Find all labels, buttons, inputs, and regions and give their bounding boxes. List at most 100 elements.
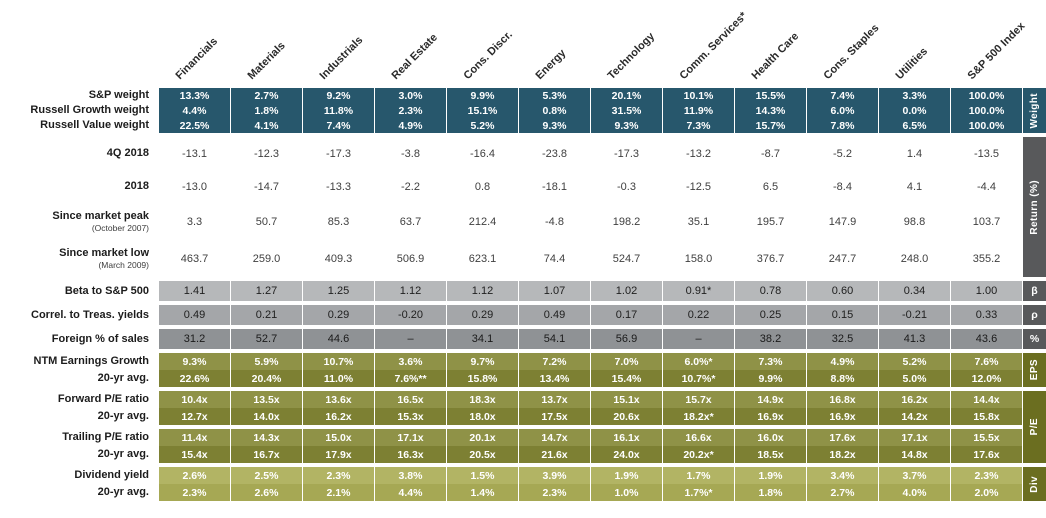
cell-technology: 15.4%	[590, 370, 662, 387]
cell-industrials: 11.8%	[302, 103, 374, 118]
cell-utilities: 3.3%	[878, 88, 950, 103]
cell-cons-discr: 20.5x	[446, 446, 518, 463]
row-label-text: Correl. to Treas. yields	[31, 308, 149, 321]
row-label: Forward P/E ratio	[0, 391, 158, 408]
cell-cons-discr: 212.4	[446, 203, 518, 240]
cell-cons-staples: 17.6x	[806, 429, 878, 446]
cell-cons-staples: 247.7	[806, 240, 878, 277]
cell-financials: 9.3%	[158, 353, 230, 370]
cell-cons-discr: 1.12	[446, 281, 518, 301]
cell-cons-staples: 7.4%	[806, 88, 878, 103]
column-header-comm-services: Comm. Services*	[677, 9, 750, 83]
cell-health-care: 1.9%	[734, 467, 806, 484]
cell-energy: 21.6x	[518, 446, 590, 463]
cell-cons-discr: 15.1%	[446, 103, 518, 118]
cell-technology: 198.2	[590, 203, 662, 240]
row-label: NTM Earnings Growth	[0, 353, 158, 370]
table-row-trailing-p-e-ratio: Trailing P/E ratio 11.4x 14.3x 15.0x 17.1x 20…	[0, 429, 1022, 446]
cell-energy: 2.3%	[518, 484, 590, 501]
cell-technology: 15.1x	[590, 391, 662, 408]
cell-industrials: 44.6	[302, 329, 374, 349]
cell-industrials: 9.2%	[302, 88, 374, 103]
cell-comm-services: -12.5	[662, 170, 734, 203]
cell-health-care: 9.9%	[734, 370, 806, 387]
row-label-text: Since market low	[59, 247, 149, 260]
cell-technology: 24.0x	[590, 446, 662, 463]
table-row-2018: 2018 -13.0 -14.7 -13.3 -2.2 0.8 -18.1 -0.3 -12.5…	[0, 170, 1022, 203]
column-header-s-p-500-index: S&P 500 Index	[965, 20, 1028, 82]
cell-cons-discr: 15.8%	[446, 370, 518, 387]
column-header-materials: Materials	[245, 39, 288, 82]
section-rows-dividend: Dividend yield 2.6% 2.5% 2.3% 3.8% 1.5% 3.9% 1.…	[0, 467, 1022, 501]
row-label: 20-yr avg.	[0, 408, 158, 425]
cell-health-care: 376.7	[734, 240, 806, 277]
cell-materials: 2.6%	[230, 484, 302, 501]
cell-energy: 17.5x	[518, 408, 590, 425]
row-label-text: S&P weight	[88, 89, 149, 102]
cell-utilities: 41.3	[878, 329, 950, 349]
table-row-since-market-low: Since market low (March 2009) 463.7 259.0 40…	[0, 240, 1022, 277]
section-side-label-foreign-sales: %	[1022, 329, 1046, 349]
cell-cons-staples: 8.8%	[806, 370, 878, 387]
cell-real-estate: 2.3%	[374, 103, 446, 118]
cell-financials: 31.2	[158, 329, 230, 349]
cell-real-estate: 4.4%	[374, 484, 446, 501]
cell-s-p-500-index: 2.0%	[950, 484, 1022, 501]
cell-real-estate: 17.1x	[374, 429, 446, 446]
cell-financials: 11.4x	[158, 429, 230, 446]
cell-s-p-500-index: 12.0%	[950, 370, 1022, 387]
cell-s-p-500-index: -4.4	[950, 170, 1022, 203]
table-row-dividend-yield: Dividend yield 2.6% 2.5% 2.3% 3.8% 1.5% 3.9% 1.…	[0, 467, 1022, 484]
cell-comm-services: 6.0%*	[662, 353, 734, 370]
section-rows-eps: NTM Earnings Growth 9.3% 5.9% 10.7% 3.6% 9.7%…	[0, 353, 1022, 387]
cell-health-care: 14.9x	[734, 391, 806, 408]
cell-utilities: 1.4	[878, 137, 950, 170]
cell-cons-staples: 0.60	[806, 281, 878, 301]
row-label-text: 20-yr avg.	[97, 448, 149, 461]
section-side-label-dividend: Div	[1022, 467, 1046, 501]
cell-comm-services: 1.7%*	[662, 484, 734, 501]
cell-utilities: 3.7%	[878, 467, 950, 484]
cell-energy: 0.8%	[518, 103, 590, 118]
section-correlation: Correl. to Treas. yields 0.49 0.21 0.29 -0.2…	[0, 305, 1046, 325]
cell-s-p-500-index: 15.5x	[950, 429, 1022, 446]
cell-comm-services: 0.91*	[662, 281, 734, 301]
cell-health-care: 6.5	[734, 170, 806, 203]
cell-cons-staples: 7.8%	[806, 118, 878, 133]
section-beta: Beta to S&P 500 1.41 1.27 1.25 1.12 1.12 1.07 1…	[0, 281, 1046, 301]
row-label-text: 20-yr avg.	[97, 486, 149, 499]
cell-energy: 5.3%	[518, 88, 590, 103]
cell-energy: -18.1	[518, 170, 590, 203]
cell-real-estate: –	[374, 329, 446, 349]
cell-cons-discr: 9.9%	[446, 88, 518, 103]
cell-technology: 1.0%	[590, 484, 662, 501]
cell-real-estate: -3.8	[374, 137, 446, 170]
cell-financials: 0.49	[158, 305, 230, 325]
cell-technology: 7.0%	[590, 353, 662, 370]
cell-s-p-500-index: 15.8x	[950, 408, 1022, 425]
cell-financials: 15.4x	[158, 446, 230, 463]
cell-real-estate: 506.9	[374, 240, 446, 277]
row-label: 2018	[0, 170, 158, 203]
cell-technology: 0.17	[590, 305, 662, 325]
cell-materials: 52.7	[230, 329, 302, 349]
cell-cons-staples: 2.7%	[806, 484, 878, 501]
row-label: Beta to S&P 500	[0, 281, 158, 301]
row-spacer	[0, 425, 1022, 429]
cell-technology: 20.1%	[590, 88, 662, 103]
cell-materials: 14.0x	[230, 408, 302, 425]
cell-health-care: 16.0x	[734, 429, 806, 446]
cell-energy: -23.8	[518, 137, 590, 170]
cell-comm-services: 11.9%	[662, 103, 734, 118]
section-side-label-text: Div	[1029, 475, 1040, 493]
column-header-energy: Energy	[533, 47, 569, 82]
cell-real-estate: 4.9%	[374, 118, 446, 133]
row-label: Foreign % of sales	[0, 329, 158, 349]
cell-comm-services: 10.7%*	[662, 370, 734, 387]
cell-technology: 31.5%	[590, 103, 662, 118]
cell-s-p-500-index: 7.6%	[950, 353, 1022, 370]
section-foreign-sales: Foreign % of sales 31.2 52.7 44.6–34.1 54.1 5…	[0, 329, 1046, 349]
column-header-cons-discr: Cons. Discr.	[461, 28, 515, 82]
cell-real-estate: 63.7	[374, 203, 446, 240]
column-header-industrials: Industrials	[317, 34, 366, 82]
